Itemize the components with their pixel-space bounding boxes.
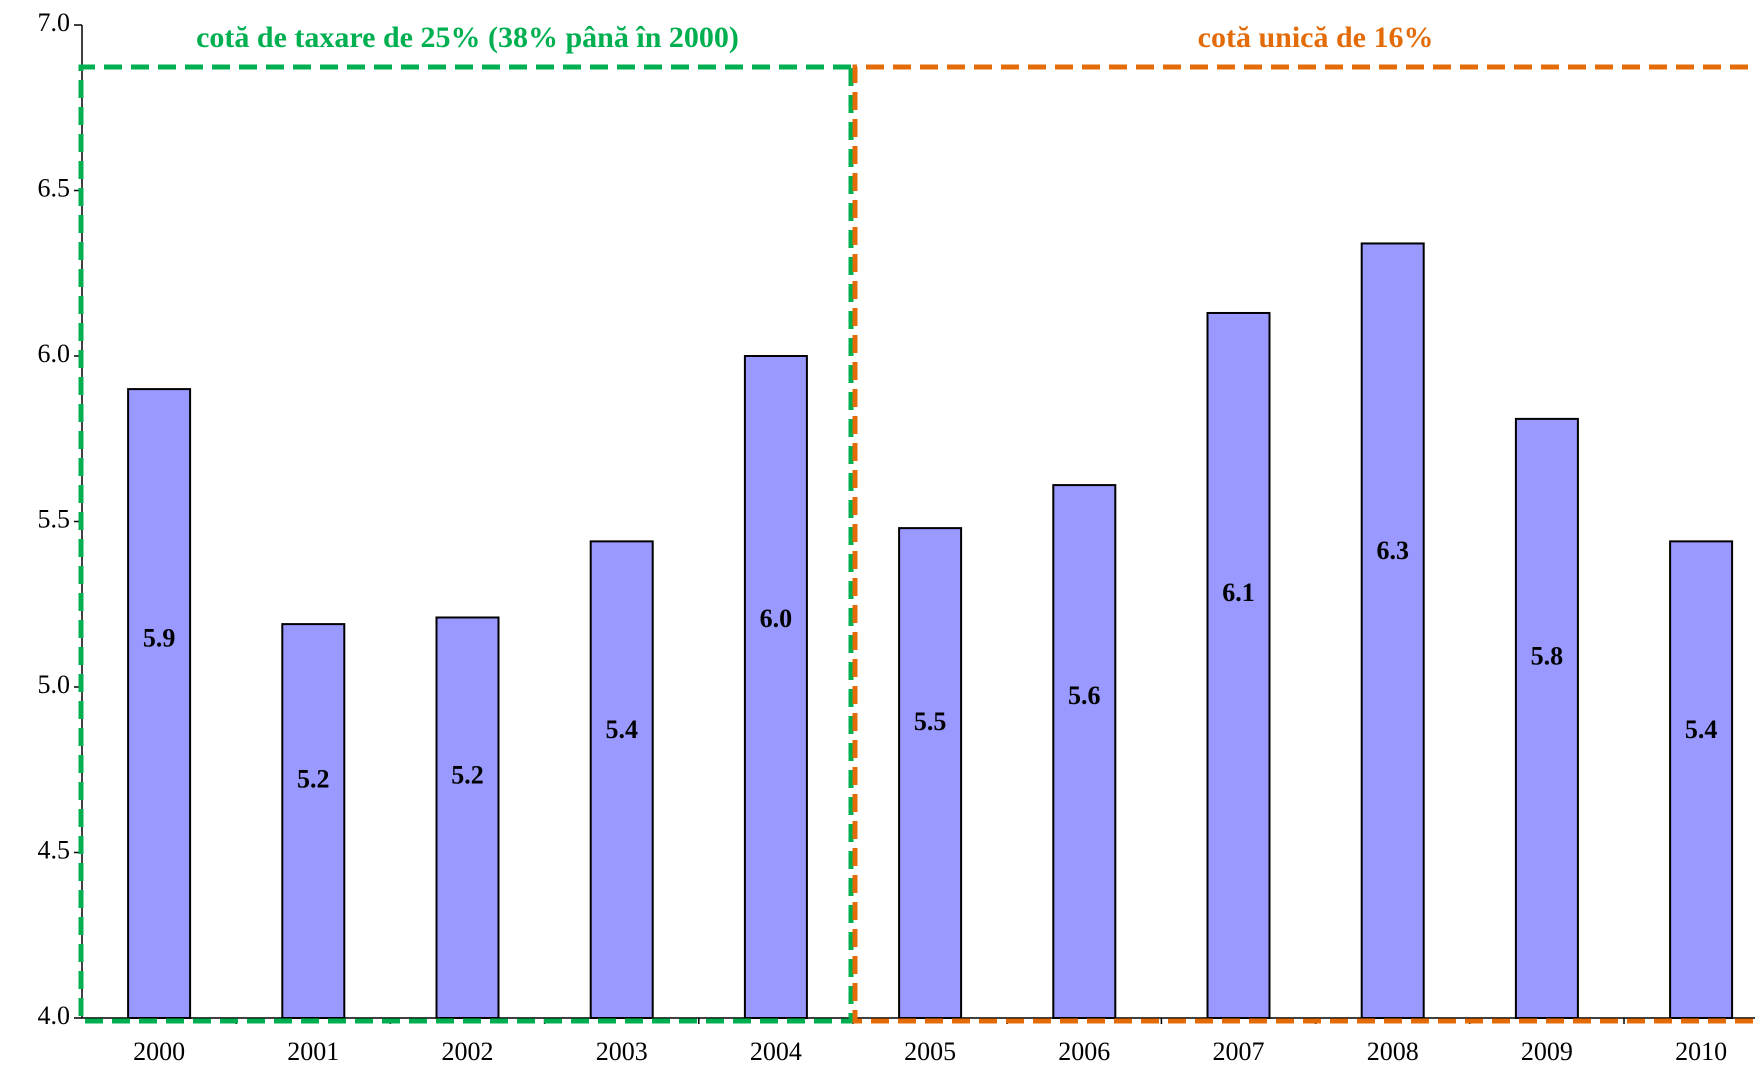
x-tick-label: 2005 bbox=[904, 1037, 956, 1066]
bar bbox=[127, 388, 192, 1020]
value-label: 5.2 bbox=[451, 761, 484, 790]
y-tick-label: 6.0 bbox=[38, 339, 71, 368]
y-tick-label: 5.5 bbox=[38, 504, 71, 533]
region-box bbox=[852, 64, 1755, 1024]
value-label: 5.4 bbox=[1685, 715, 1718, 744]
x-tick-label: 2000 bbox=[133, 1037, 185, 1066]
bar bbox=[1360, 242, 1425, 1019]
x-tick-label: 2002 bbox=[442, 1037, 494, 1066]
bar bbox=[1669, 540, 1734, 1019]
value-label: 5.5 bbox=[914, 707, 947, 736]
x-tick-label: 2007 bbox=[1213, 1037, 1265, 1066]
bar bbox=[589, 540, 654, 1019]
x-tick-label: 2008 bbox=[1367, 1037, 1419, 1066]
x-tick-label: 2010 bbox=[1675, 1037, 1727, 1066]
value-label: 5.4 bbox=[605, 715, 638, 744]
region-box bbox=[78, 64, 854, 1024]
x-tick-label: 2009 bbox=[1521, 1037, 1573, 1066]
value-label: 6.3 bbox=[1376, 536, 1409, 565]
bar bbox=[435, 616, 500, 1019]
y-tick-label: 5.0 bbox=[38, 670, 71, 699]
region-label: cotă unică de 16% bbox=[1198, 21, 1434, 54]
value-label: 5.8 bbox=[1531, 642, 1564, 671]
bar bbox=[1514, 417, 1579, 1019]
value-label: 6.1 bbox=[1222, 578, 1255, 607]
y-tick-label: 7.0 bbox=[38, 8, 71, 37]
bar bbox=[743, 355, 808, 1019]
x-tick-label: 2001 bbox=[287, 1037, 339, 1066]
value-label: 5.6 bbox=[1068, 681, 1101, 710]
bar bbox=[1206, 311, 1271, 1020]
y-tick-label: 6.5 bbox=[38, 173, 71, 202]
value-label: 6.0 bbox=[760, 604, 793, 633]
bar bbox=[1052, 484, 1117, 1019]
value-label: 5.9 bbox=[143, 624, 176, 653]
x-tick-label: 2003 bbox=[596, 1037, 648, 1066]
value-label: 5.2 bbox=[297, 765, 330, 794]
x-tick-label: 2006 bbox=[1058, 1037, 1110, 1066]
x-tick-label: 2004 bbox=[750, 1037, 802, 1066]
region-label: cotă de taxare de 25% (38% până în 2000) bbox=[196, 21, 739, 54]
bar bbox=[281, 623, 346, 1019]
y-tick-label: 4.0 bbox=[38, 1001, 71, 1030]
bar bbox=[898, 527, 963, 1019]
y-tick-label: 4.5 bbox=[38, 835, 71, 864]
